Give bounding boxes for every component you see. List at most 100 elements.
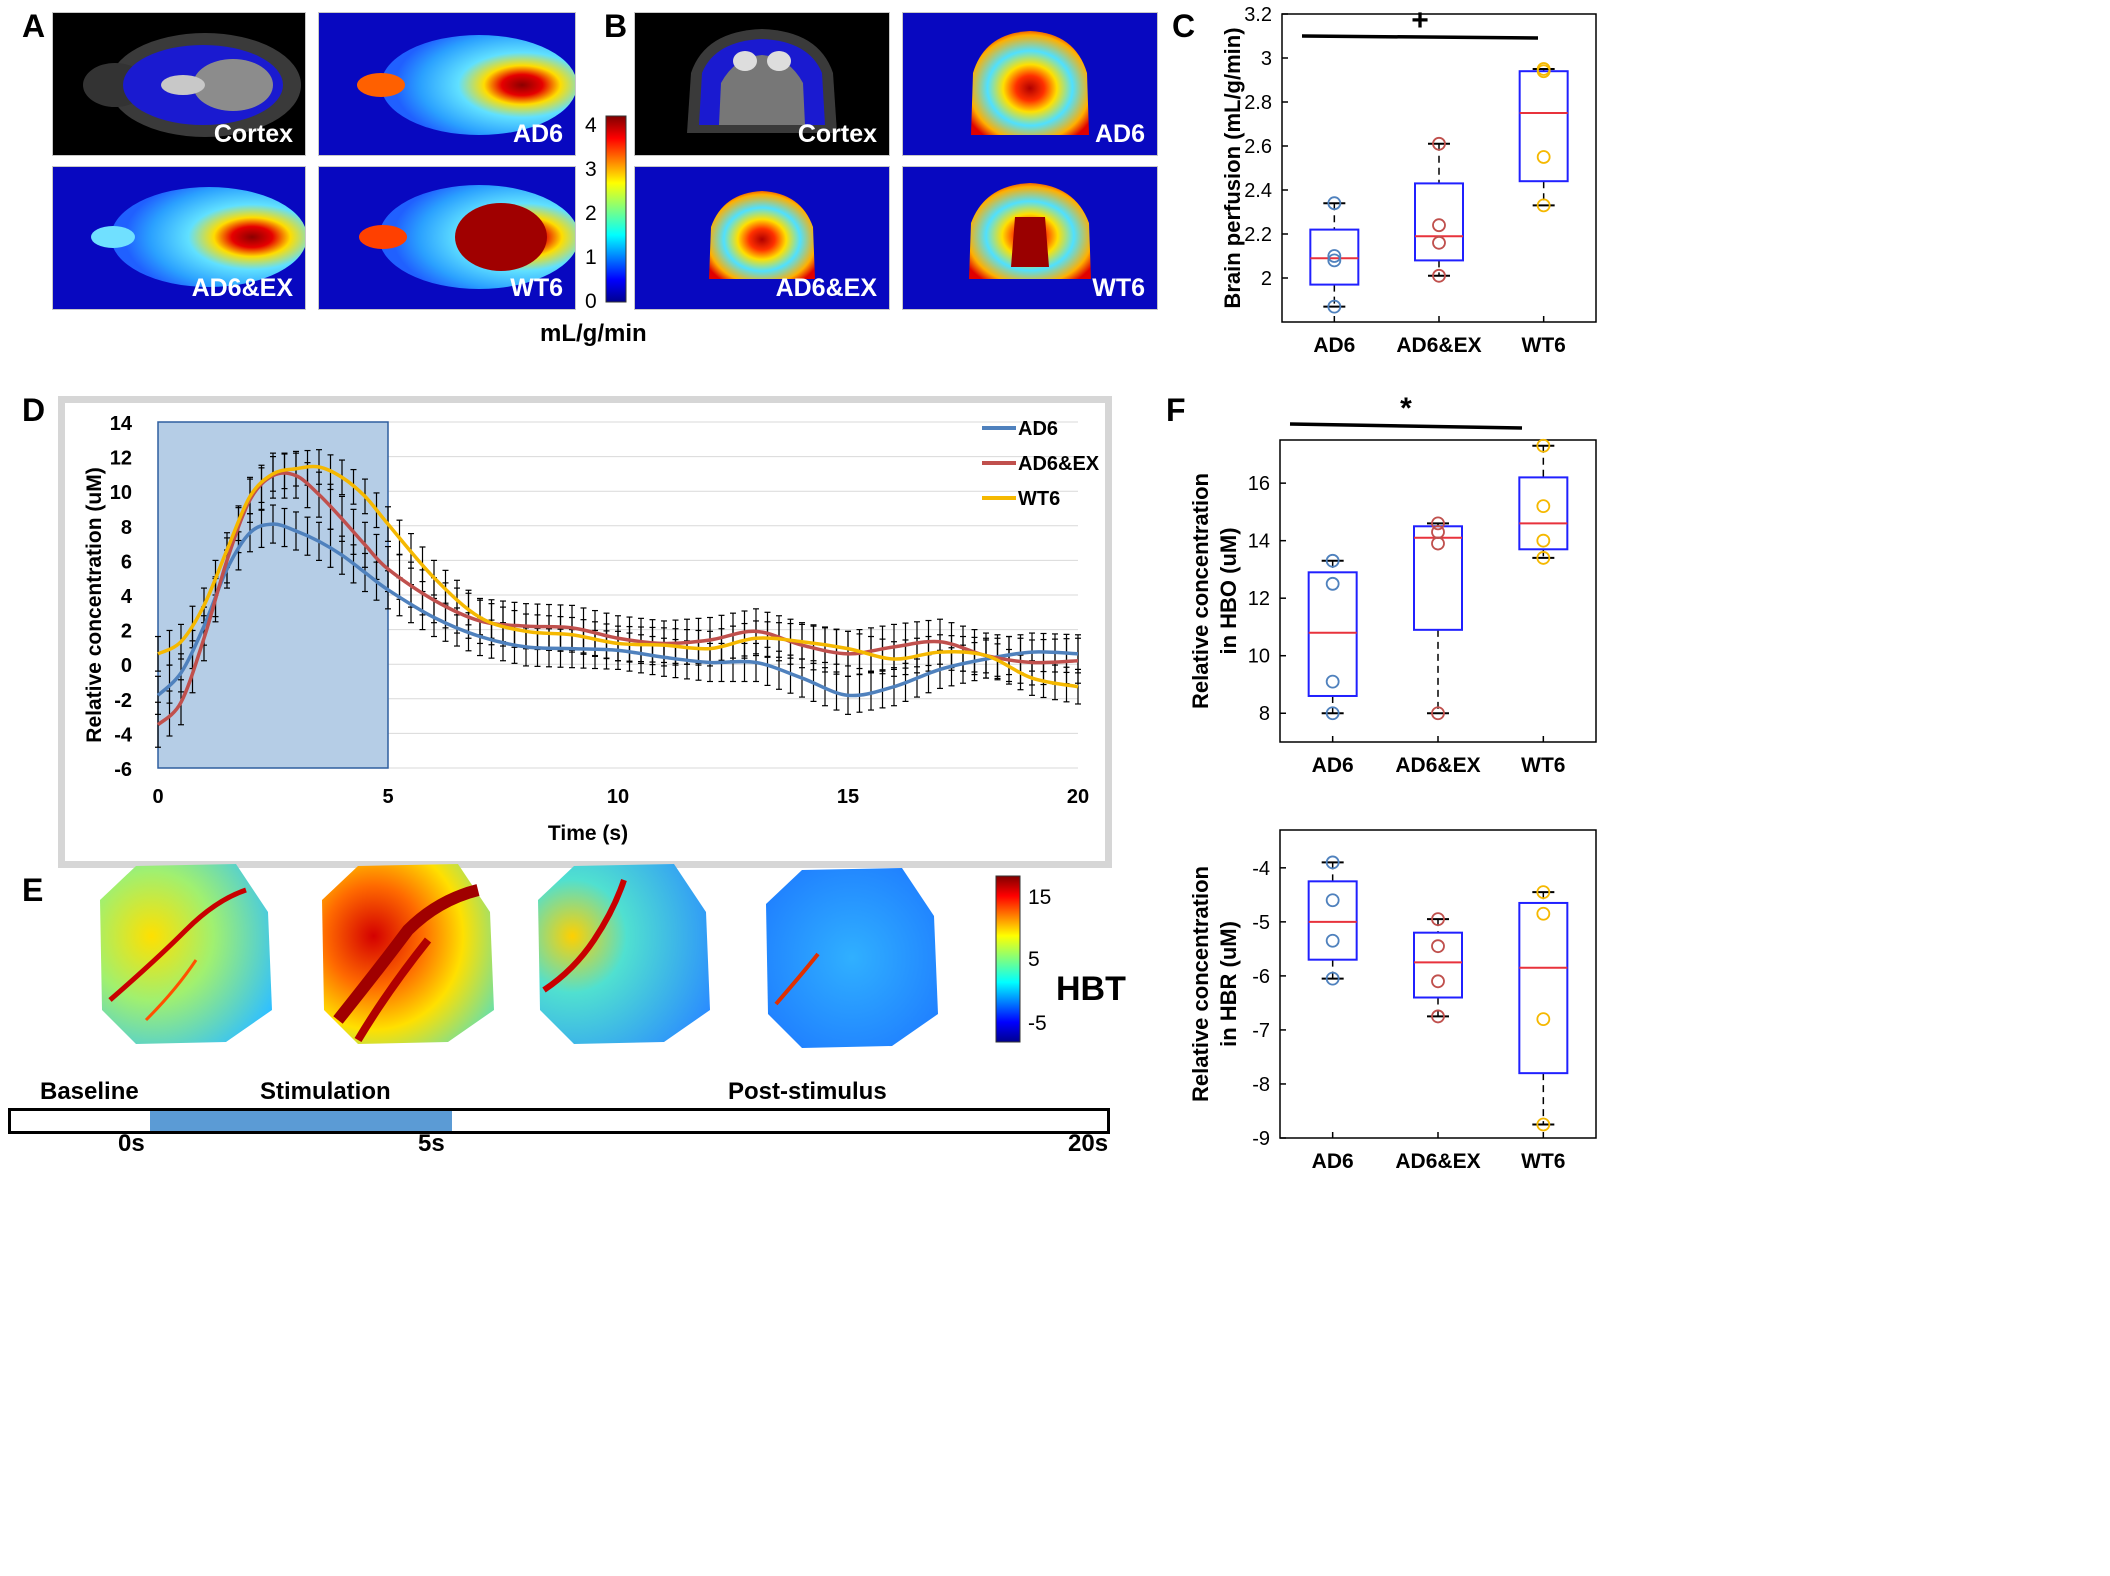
perfusion-map-coronal-ad6ex [709,191,815,279]
box-iqr [1413,525,1463,631]
hbt-tick-15: 15 [1028,886,1052,909]
data-point [1432,268,1446,283]
cbf-colorbar-unit: mL/g/min [540,320,647,347]
data-point [1536,198,1551,213]
box-iqr [1307,880,1358,961]
data-point [1536,499,1551,514]
data-point [1325,855,1340,870]
data-point [1432,136,1446,151]
y-tick-label: 2.2 [1244,224,1272,246]
box-chart-hbo: 8 10 12 14 16 AD6 AD6&EX WT6 Relative concentrat… [1190,392,1597,777]
data-point [1431,939,1445,954]
data-point [1327,249,1342,263]
data-point [1431,912,1445,927]
timeline-stimulation-segment [150,1111,452,1131]
hbt-map-stimulation [322,864,494,1044]
x-tick-label: WT6 [1521,1150,1565,1173]
data-point [1325,933,1340,948]
y-tick-label: 2.8 [1244,92,1272,114]
x-tick-label: AD6 [1313,334,1355,357]
panel-b-wt6-tile: WT6 [902,166,1158,310]
y-tick-label: 2.4 [1244,180,1272,202]
data-point [1327,196,1342,211]
timeline-stimulation-label: Stimulation [260,1078,391,1105]
x-tick-label: AD6 [1312,754,1354,777]
y-tick-label: -9 [1252,1128,1270,1150]
tile-caption: Cortex [797,120,877,148]
y-tick-label: 8 [121,517,132,539]
x-axis-label: Time (s) [548,822,628,845]
perfusion-map-ad6ex [91,187,307,287]
y-tick-label: 0 [121,655,132,677]
y-axis-label: Relative concentration in HBO (uM) [1190,473,1241,709]
data-point [1536,533,1551,548]
cbf-tick-0: 0 [585,290,597,313]
panel-label-c: C [1172,8,1196,44]
y-tick-label: 2 [1261,268,1272,290]
box-iqr [1518,901,1569,1075]
significance-marker: * [1400,392,1412,425]
y-tick-label: 14 [1248,531,1270,553]
panel-label-d: D [22,392,46,428]
cbf-colorbar: 4 3 2 1 0 [580,112,660,352]
y-tick-label: 2 [121,621,132,643]
perfusion-map-coronal-wt6 [969,183,1091,279]
y-tick-label: 10 [110,482,132,504]
y-axis-label: Relative concentration (uM) [83,467,106,742]
panel-a-ad6ex-tile: AD6&EX [52,166,307,310]
panel-b-ad6-tile: AD6 [902,12,1158,156]
y-tick-label: -4 [1252,858,1270,880]
tile-caption: AD6 [1094,120,1145,148]
significance-bar [1289,422,1523,430]
x-tick-label: 20 [1067,786,1089,808]
y-tick-label: -6 [1252,966,1270,988]
x-tick-label: 5 [382,786,393,808]
box-iqr [1307,571,1358,697]
cbf-colorbar-gradient [605,115,627,303]
y-axis-label: Brain perfusion (mL/g/min) [1220,27,1245,308]
data-point [1325,971,1340,986]
data-point [1431,1009,1445,1024]
tile-caption: AD6&EX [191,274,293,302]
tile-caption: WT6 [1092,274,1145,302]
panel-b-cortex-tile: Cortex [634,12,890,156]
y-tick-label: -6 [114,759,132,781]
data-point [1536,885,1551,900]
cbf-tick-4: 4 [585,114,597,137]
hbt-colorbar-label: HBT [1056,970,1126,1008]
data-point [1432,235,1446,250]
perfusion-map-coronal-ad6 [971,31,1089,135]
hbt-tick-minus5: -5 [1028,1012,1047,1035]
brain-cortex-coronal-image [687,29,837,133]
y-tick-label: 16 [1248,473,1270,495]
box-iqr [1413,931,1463,999]
cbf-tick-1: 1 [585,246,597,269]
hbt-map-early-post [538,864,710,1044]
hbt-map-late-post [766,868,938,1048]
legend-label-ad6: AD6 [1018,418,1058,440]
box-iqr [1518,476,1569,551]
y-tick-label: -8 [1252,1074,1270,1096]
y-tick-label: 6 [121,551,132,573]
data-point [1432,218,1446,233]
data-point [1536,64,1551,79]
legend-label-ad6ex: AD6&EX [1018,453,1100,475]
data-point [1325,706,1340,721]
data-point [1327,299,1342,314]
y-tick-label: 3 [1261,48,1272,70]
box-chart-perfusion: 2 2.2 2.4 2.6 2.8 3 3.2 AD6 AD6&EX WT6 Brain perfu… [1220,4,1597,357]
y-tick-label: 14 [110,413,133,435]
y-tick-label: 12 [1248,588,1270,610]
data-point [1431,536,1445,551]
tile-caption: AD6&EX [775,274,877,302]
timeline-tick-20s: 20s [1068,1130,1109,1157]
y-tick-label: -2 [114,690,132,712]
data-point [1431,706,1445,721]
y-tick-label: -4 [114,724,133,746]
y-tick-label: -5 [1252,912,1270,934]
x-tick-label: AD6 [1312,1150,1354,1173]
cbf-tick-3: 3 [585,158,597,181]
x-tick-label: WT6 [1521,754,1565,777]
hbt-map-baseline [100,864,272,1044]
series-line-wt6 [157,464,1079,689]
